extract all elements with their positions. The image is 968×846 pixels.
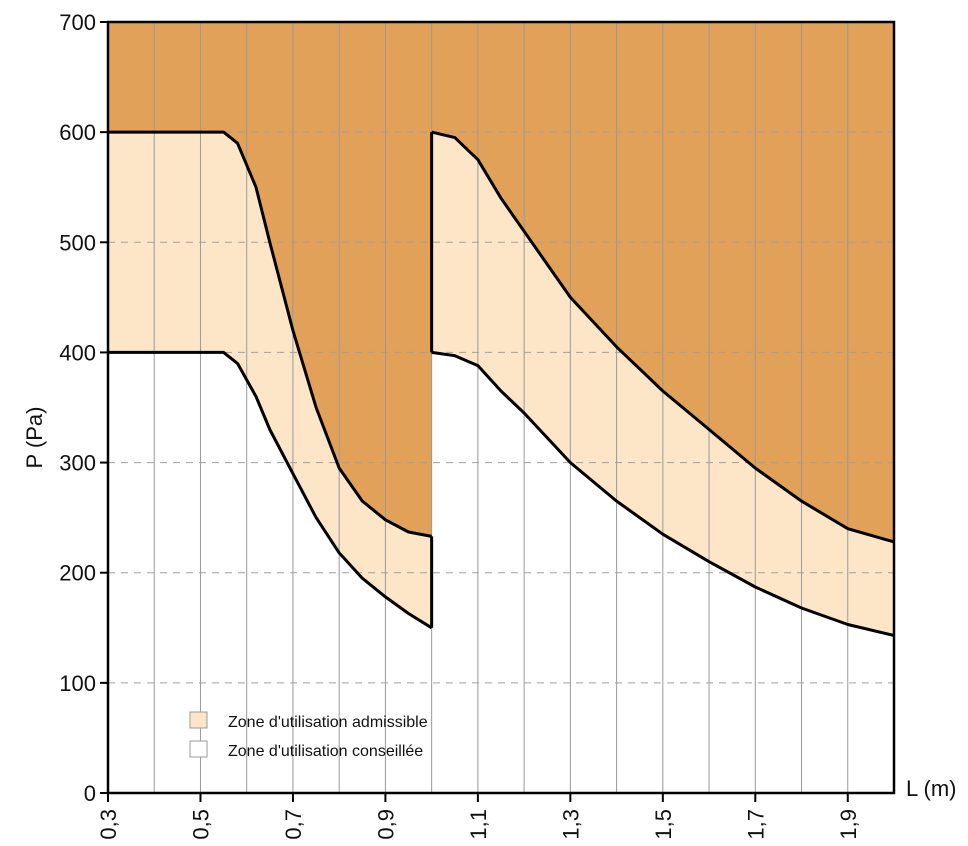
y-tick-label-2: 200 [59, 561, 96, 586]
y-axis-title: P (Pa) [22, 407, 47, 469]
curve-1 [108, 350, 433, 630]
x-tick-label-2: 0,7 [281, 809, 306, 840]
region-admissible-1 [431, 132, 894, 636]
x-tick-label-4: 1,1 [466, 809, 491, 840]
curve-0 [108, 130, 432, 538]
labels-layer: 0 100 200 300 400 500 600 700 0,3 0,5 0,7 0,9 1,1 1,3… [59, 10, 860, 840]
y-tick-label-0: 0 [84, 781, 96, 806]
grid-layer [108, 22, 894, 793]
legend-label-admissible: Zone d'utilisation admissible [228, 714, 428, 731]
curves-layer [108, 130, 895, 637]
x-tick-label-1: 0,5 [188, 809, 213, 840]
y-tick-label-6: 600 [59, 120, 96, 145]
legend-swatch-conseillee [189, 740, 208, 758]
x-tick-label-5: 1,3 [558, 809, 583, 840]
x-axis-title: L (m) [906, 776, 957, 801]
x-tick-label-6: 1,5 [651, 809, 676, 840]
legend-swatch-admissible [189, 711, 208, 729]
region-admissible-0 [108, 132, 432, 628]
curve-3 [431, 350, 895, 637]
ticks-layer [100, 21, 849, 802]
y-tick-label-3: 300 [59, 451, 96, 476]
plot-frame [106, 20, 896, 795]
legend: Zone d'utilisation admissible Zone d'uti… [189, 711, 428, 760]
y-tick-label-5: 500 [59, 230, 96, 255]
legend-label-conseillee: Zone d'utilisation conseillée [228, 743, 423, 760]
y-tick-label-1: 100 [59, 671, 96, 696]
y-tick-label-4: 400 [59, 340, 96, 365]
x-tick-label-8: 1,9 [836, 809, 861, 840]
x-tick-label-3: 0,9 [373, 809, 398, 840]
y-tick-label-7: 700 [59, 10, 96, 35]
x-tick-label-7: 1,7 [743, 809, 768, 840]
curve-2 [431, 130, 895, 544]
x-tick-label-0: 0,3 [96, 809, 121, 840]
